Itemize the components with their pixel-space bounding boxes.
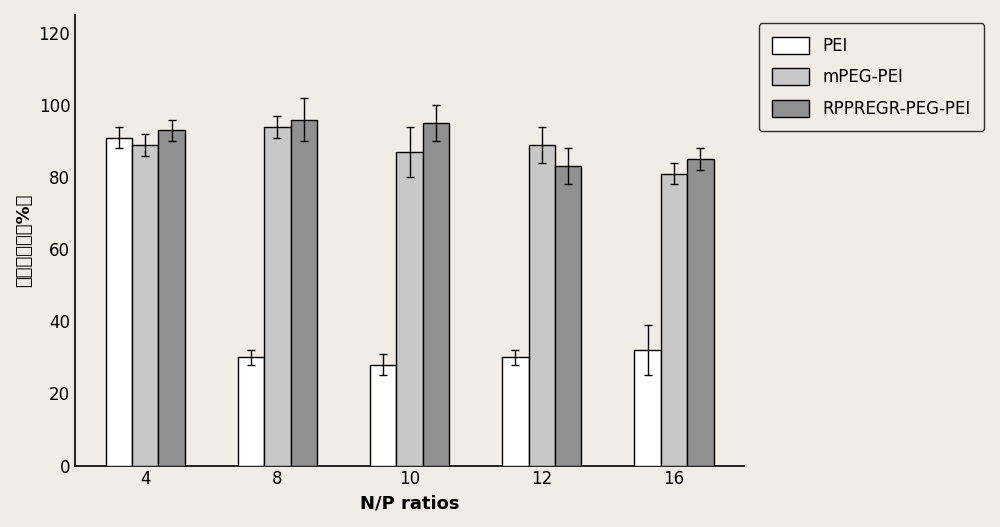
Bar <box>634 350 661 465</box>
Legend: PEI, mPEG-PEI, RPPREGR-PEG-PEI: PEI, mPEG-PEI, RPPREGR-PEG-PEI <box>759 23 984 131</box>
Bar <box>529 145 555 465</box>
Bar <box>238 357 264 465</box>
Bar <box>132 145 158 465</box>
Bar <box>555 167 581 465</box>
Bar <box>687 159 714 465</box>
Bar <box>423 123 449 465</box>
Bar <box>396 152 423 465</box>
Bar <box>158 130 185 465</box>
Bar <box>291 120 317 465</box>
Bar <box>502 357 529 465</box>
Bar <box>370 365 396 465</box>
Bar <box>661 173 687 465</box>
Bar <box>106 138 132 465</box>
Bar <box>264 127 291 465</box>
X-axis label: N/P ratios: N/P ratios <box>360 494 459 512</box>
Y-axis label: 细胞存活率（%）: 细胞存活率（%） <box>15 193 33 287</box>
